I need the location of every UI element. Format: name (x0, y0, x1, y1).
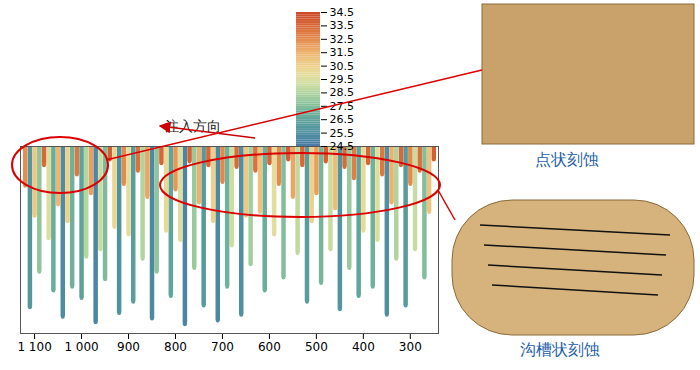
svg-text:27.5: 27.5 (330, 100, 355, 113)
svg-text:24.5: 24.5 (330, 140, 355, 153)
svg-text:31.5: 31.5 (330, 46, 355, 59)
svg-text:400: 400 (352, 340, 375, 354)
html-text:点状刻蚀: 点状刻蚀 (535, 150, 599, 169)
svg-text:26.5: 26.5 (330, 113, 355, 126)
svg-text:32.5: 32.5 (330, 33, 355, 46)
svg-text:1 100: 1 100 (17, 340, 51, 354)
svg-text:29.5: 29.5 (330, 73, 355, 86)
svg-text:700: 700 (211, 340, 234, 354)
html-text:沟槽状刻蚀: 沟槽状刻蚀 (520, 340, 600, 359)
svg-text:28.5: 28.5 (330, 86, 355, 99)
svg-text:800: 800 (164, 340, 187, 354)
svg-text:500: 500 (305, 340, 328, 354)
svg-text:900: 900 (117, 340, 140, 354)
html-text:注入方向: 注入方向 (165, 118, 221, 134)
svg-text:1 000: 1 000 (64, 340, 98, 354)
svg-text:600: 600 (258, 340, 281, 354)
svg-text:30.5: 30.5 (330, 60, 355, 73)
svg-text:25.5: 25.5 (330, 127, 355, 140)
svg-text:33.5: 33.5 (330, 19, 355, 32)
svg-text:300: 300 (399, 340, 422, 354)
svg-text:34.5: 34.5 (330, 6, 355, 19)
